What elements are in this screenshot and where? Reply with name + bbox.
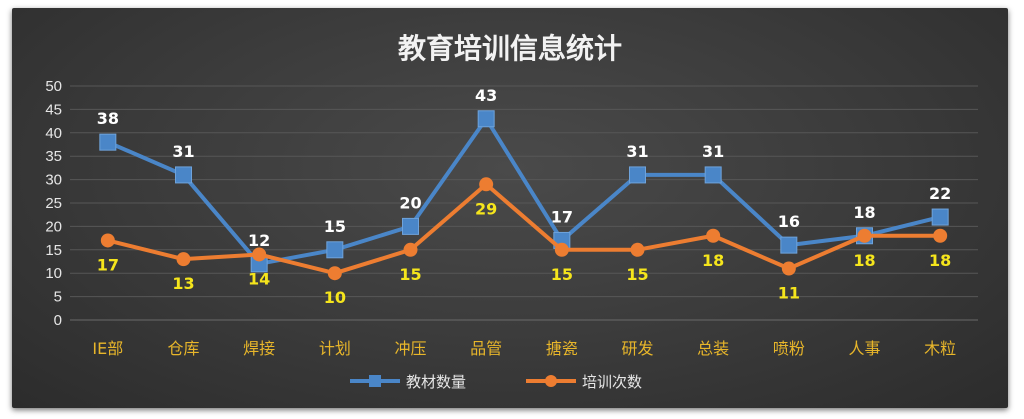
data-point xyxy=(477,110,495,128)
series-line-2 xyxy=(107,182,941,276)
legend: 教材数量 培训次数 xyxy=(350,373,642,391)
data-label: 12 xyxy=(248,231,270,250)
data-point xyxy=(402,217,419,235)
x-tick-label: IE部 xyxy=(92,339,123,358)
y-tick-label: 40 xyxy=(45,125,62,142)
x-tick-label: 总装 xyxy=(697,339,729,358)
data-point xyxy=(933,228,948,243)
line-chart: 教育培训信息统计 0 5 10 15 20 25 30 35 40 45 50 IE部 仓库 焊接 计划 冲… xyxy=(45,32,978,391)
data-label: 31 xyxy=(702,142,724,161)
y-tick-label: 30 xyxy=(45,172,62,189)
chart-title: 教育培训信息统计 xyxy=(398,32,622,65)
data-point xyxy=(327,266,342,281)
data-label: 17 xyxy=(551,207,573,226)
data-label: 18 xyxy=(929,251,951,270)
data-point xyxy=(706,228,721,243)
data-label: 31 xyxy=(172,142,194,161)
legend-label: 教材数量 xyxy=(406,373,466,391)
data-label: 20 xyxy=(399,193,421,212)
data-label: 18 xyxy=(702,251,724,270)
data-point xyxy=(781,261,796,276)
data-label: 14 xyxy=(248,269,270,288)
data-point xyxy=(175,166,192,184)
data-label: 31 xyxy=(626,142,648,161)
x-tick-label: 仓库 xyxy=(167,339,199,358)
data-point xyxy=(252,247,267,262)
y-tick-label: 25 xyxy=(45,195,62,212)
x-tick-label: 焊接 xyxy=(243,339,275,358)
data-label: 13 xyxy=(172,274,194,293)
x-tick-label: 人事 xyxy=(848,339,880,358)
x-tick-label: 品管 xyxy=(470,339,502,358)
y-tick-label: 20 xyxy=(45,218,62,235)
data-label: 15 xyxy=(324,217,346,236)
y-tick-label: 45 xyxy=(45,101,62,118)
x-tick-label: 喷粉 xyxy=(773,339,805,358)
chart-frame: 教育培训信息统计 0 5 10 15 20 25 30 35 40 45 50 IE部 仓库 焊接 计划 冲… xyxy=(12,8,1008,408)
data-label: 15 xyxy=(626,265,648,284)
y-tick-label: 0 xyxy=(54,312,62,329)
series-lines xyxy=(99,110,949,281)
data-label: 16 xyxy=(778,212,800,231)
data-point xyxy=(704,166,722,184)
data-label: 17 xyxy=(97,255,119,274)
data-label: 43 xyxy=(475,86,497,105)
gridlines xyxy=(70,85,978,321)
y-axis-ticks: 0 5 10 15 20 25 30 35 40 45 50 xyxy=(45,78,62,329)
data-point xyxy=(629,166,646,184)
data-point xyxy=(857,228,872,243)
data-label: 15 xyxy=(399,265,421,284)
data-label: 18 xyxy=(853,251,875,270)
data-labels: 38 31 12 15 20 43 17 31 31 16 18 22 17 13 14 10 15 29 15 15… xyxy=(97,86,952,307)
data-point xyxy=(176,252,191,267)
data-label: 10 xyxy=(324,288,346,307)
x-tick-label: 冲压 xyxy=(394,339,426,358)
data-label: 38 xyxy=(97,109,119,128)
y-tick-label: 15 xyxy=(45,242,62,259)
data-point xyxy=(931,208,949,226)
data-label: 11 xyxy=(778,284,800,303)
data-point xyxy=(99,133,117,151)
data-label: 15 xyxy=(551,265,573,284)
data-point xyxy=(554,242,569,257)
data-point xyxy=(100,233,115,248)
data-label: 18 xyxy=(853,203,875,222)
legend-label: 培训次数 xyxy=(582,373,642,391)
data-point xyxy=(326,241,344,259)
y-tick-label: 5 xyxy=(54,289,62,306)
series-line-1 xyxy=(107,116,941,266)
data-point xyxy=(403,242,418,257)
legend-marker xyxy=(369,375,381,387)
x-tick-label: 木粒 xyxy=(924,339,956,358)
x-tick-label: 搪瓷 xyxy=(546,339,578,358)
x-tick-label: 研发 xyxy=(621,339,653,358)
data-label: 22 xyxy=(929,184,951,203)
x-axis-ticks: IE部 仓库 焊接 计划 冲压 品管 搪瓷 研发 总装 喷粉 人事 木粒 xyxy=(92,339,956,358)
data-point xyxy=(479,177,494,192)
x-tick-label: 计划 xyxy=(319,339,351,358)
y-tick-label: 10 xyxy=(45,265,62,282)
data-label: 29 xyxy=(475,199,497,218)
data-point xyxy=(630,242,645,257)
y-tick-label: 35 xyxy=(45,148,62,165)
legend-marker xyxy=(545,375,557,387)
data-point xyxy=(780,236,798,254)
y-tick-label: 50 xyxy=(45,78,62,95)
